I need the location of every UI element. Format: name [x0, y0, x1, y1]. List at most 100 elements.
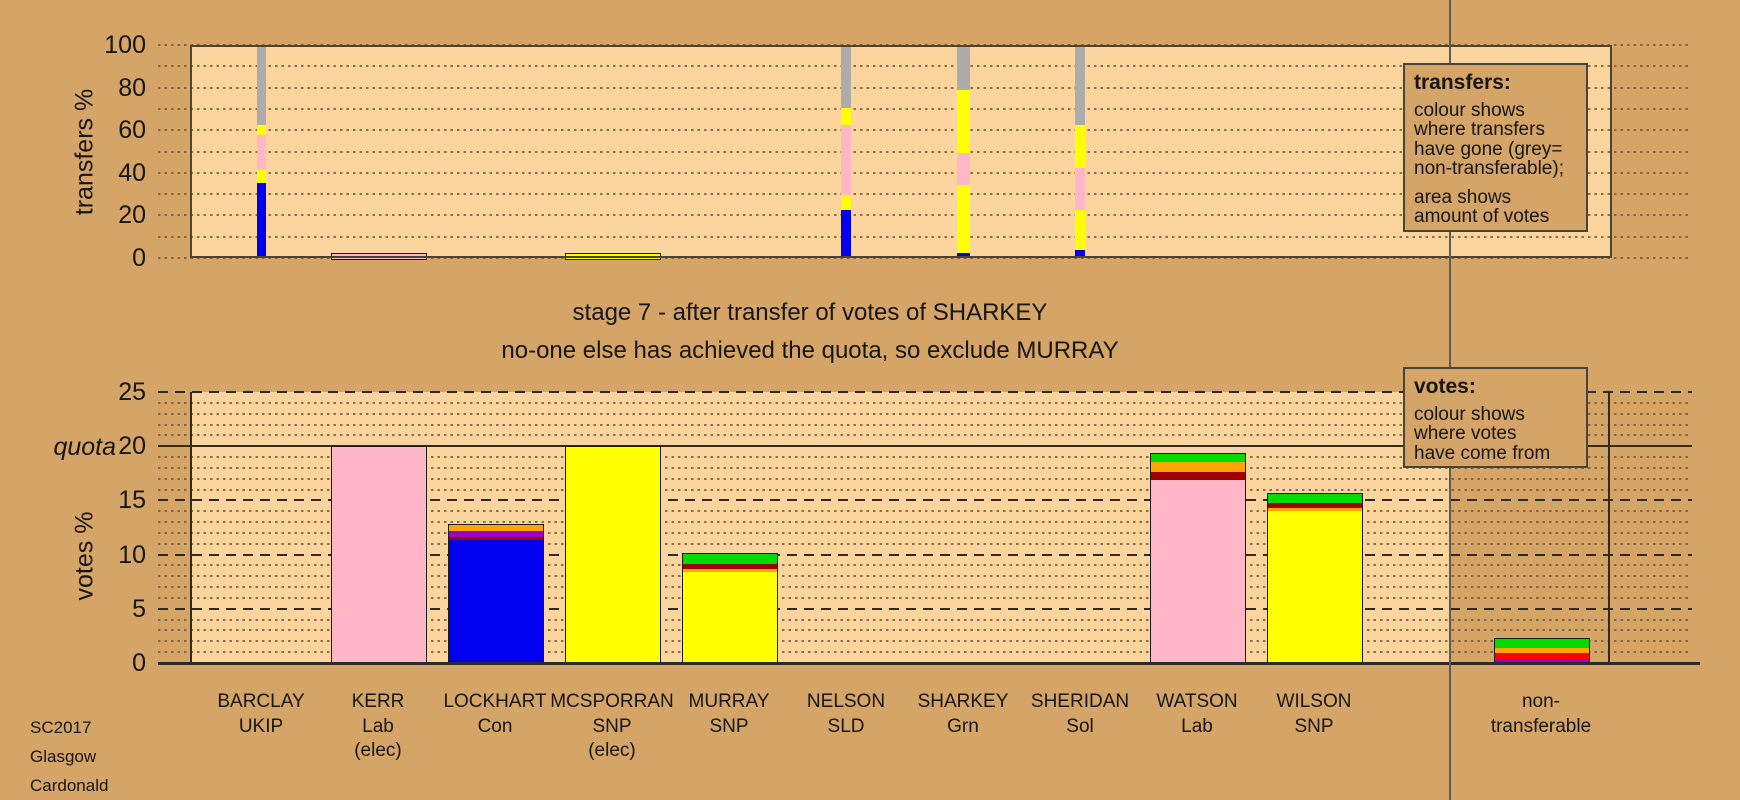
votes-bar-non-transferable — [1494, 638, 1590, 665]
votes-segment-WILSON-yellow — [1268, 511, 1362, 664]
votes-segment-non-transferable-green — [1495, 639, 1589, 648]
votes-segment-WATSON-pink — [1151, 479, 1245, 664]
votes-segment-non-transferable-purple — [1495, 658, 1589, 664]
votes-bar-KERR — [331, 446, 427, 665]
election-city: Glasgow — [30, 747, 97, 766]
x-axis-label-line: SNP — [709, 715, 749, 737]
transfers-segment-BARCLAY-blue — [256, 183, 266, 258]
x-axis-label-line: BARCLAY — [217, 691, 305, 712]
votes-plot-left-border — [190, 392, 192, 663]
votes-segment-non-transferable-orange — [1495, 647, 1589, 654]
y-tick-label: 80 — [118, 73, 146, 102]
transfers-bar-NELSON — [841, 45, 851, 258]
votes-x-axis — [158, 662, 1700, 665]
transfers-gridline-0 — [158, 257, 1692, 259]
votes-segment-WILSON-orange — [1268, 508, 1362, 512]
y-tick-label: 100 — [104, 31, 146, 59]
votes-segment-WATSON-orange — [1151, 462, 1245, 472]
x-axis-label-LOCKHART: LOCKHART Con — [410, 690, 580, 739]
y-tick-label: 10 — [118, 540, 146, 569]
votes-segment-MURRAY-orange — [683, 569, 777, 573]
transfers-segment-SHERIDAN-yellow — [1075, 210, 1085, 250]
transfers-segment-BARCLAY-pink — [256, 135, 266, 171]
transfers-segment-NELSON-pink — [841, 125, 851, 195]
y-tick-label: 60 — [118, 116, 146, 145]
x-axis-label-line: non- — [1521, 691, 1561, 712]
transfers-segment-NELSON-blue — [841, 210, 851, 258]
votes-bar-WILSON — [1267, 492, 1363, 665]
votes-y-axis-label: votes % — [70, 511, 99, 601]
votes-segment-MURRAY-darkred — [683, 563, 777, 570]
transfers-legend-text: where transfers — [1414, 119, 1545, 140]
transfers-segment-SHERIDAN-blue — [1075, 249, 1085, 258]
transfers-segment-SHERIDAN-pink — [1075, 167, 1085, 211]
votes-minor-gridline-24 — [158, 401, 1692, 404]
votes-legend-text: where votes — [1414, 423, 1517, 444]
votes-minor-gridline-17 — [158, 477, 1692, 480]
votes-segment-WILSON-darkred — [1268, 503, 1362, 509]
transfers-legend-text: have gone (grey= — [1414, 138, 1563, 160]
election-id: SC2017 — [30, 718, 92, 737]
votes-minor-gridline-2 — [158, 640, 1692, 643]
x-axis-label-line: SLD — [827, 715, 865, 737]
transfers-legend-text: non-transferable); — [1414, 158, 1564, 179]
x-axis-label-line: Sol — [1066, 715, 1094, 737]
x-axis-label-NELSON: NELSON SLD — [761, 690, 931, 739]
transfers-gridline-80 — [158, 86, 1692, 89]
transfers-segment-NELSON-yellow — [841, 108, 851, 126]
x-axis-label-BARCLAY: BARCLAY UKIP — [176, 690, 346, 739]
x-axis-label-line: SNP — [1294, 715, 1334, 737]
votes-minor-gridline-19 — [158, 456, 1692, 459]
transfers-segment-SHERIDAN-yellow — [1075, 125, 1085, 168]
votes-legend: votes: colour shows where votes have com… — [1403, 367, 1588, 468]
votes-gridline-25 — [158, 391, 1692, 393]
votes-quota-line — [158, 445, 1692, 448]
transfers-segment-SHARKEY-grey — [956, 45, 970, 90]
x-axis-label-KERR: KERR Lab (elec) — [293, 690, 463, 764]
x-axis-label-non-: non-transferable — [1456, 690, 1626, 739]
votes-minor-gridline-11 — [158, 542, 1692, 545]
votes-minor-gridline-18 — [158, 466, 1692, 469]
stage-subtitle: no-one else has achieved the quota, so e… — [501, 337, 1119, 364]
votes-segment-LOCKHART-blue — [449, 540, 543, 664]
x-axis-label-line: WILSON — [1276, 691, 1352, 712]
x-axis-label-MURRAY: MURRAY SNP — [644, 690, 814, 739]
transfers-gridline-50 — [158, 150, 1692, 153]
votes-bar-MCSPORRAN — [565, 446, 661, 665]
transfers-gridline-40 — [158, 171, 1692, 174]
transfers-segment-SHARKEY-yellow — [956, 89, 970, 153]
votes-segment-LOCKHART-orange — [449, 524, 543, 532]
votes-minor-gridline-12 — [158, 531, 1692, 534]
x-axis-label-line: MCSPORRAN — [550, 691, 674, 712]
y-tick-label: 0 — [132, 649, 146, 677]
x-axis-label-line: SNP — [592, 715, 632, 737]
votes-bar-LOCKHART — [448, 523, 544, 665]
votes-segment-MCSPORRAN-yellow — [566, 447, 660, 664]
votes-minor-gridline-22 — [158, 423, 1692, 426]
votes-bar-MURRAY — [682, 552, 778, 665]
x-axis-label-WILSON: WILSON SNP — [1229, 690, 1399, 739]
votes-minor-gridline-21 — [158, 434, 1692, 437]
votes-legend-text: colour shows — [1414, 403, 1525, 425]
transfers-segment-BARCLAY-yellow — [256, 170, 266, 183]
votes-gridline-10 — [158, 553, 1692, 556]
votes-plot-right-border — [1608, 392, 1610, 663]
transfers-gridline-90 — [158, 65, 1692, 68]
x-axis-label-line: MURRAY — [688, 691, 770, 712]
transfers-legend: transfers: colour shows where transfers … — [1403, 63, 1588, 232]
votes-segment-KERR-pink — [332, 447, 426, 664]
votes-legend-title: votes: — [1414, 375, 1476, 398]
transfers-segment-SHARKEY-yellow — [956, 184, 970, 254]
votes-minor-gridline-7 — [158, 586, 1692, 589]
votes-minor-gridline-13 — [158, 521, 1692, 524]
x-axis-label-line: LOCKHART — [443, 691, 547, 712]
quota-label: quota — [53, 433, 116, 461]
votes-segment-LOCKHART-darkred — [449, 536, 543, 541]
stage-title: stage 7 - after transfer of votes of SHA… — [572, 299, 1048, 326]
votes-minor-gridline-4 — [158, 618, 1692, 621]
votes-segment-MURRAY-yellow — [683, 572, 777, 664]
votes-segment-WILSON-green — [1268, 493, 1362, 503]
x-axis-label-line: UKIP — [238, 715, 284, 737]
transfers-bar-SHERIDAN — [1075, 45, 1085, 258]
x-axis-label-line: SHERIDAN — [1030, 691, 1130, 712]
